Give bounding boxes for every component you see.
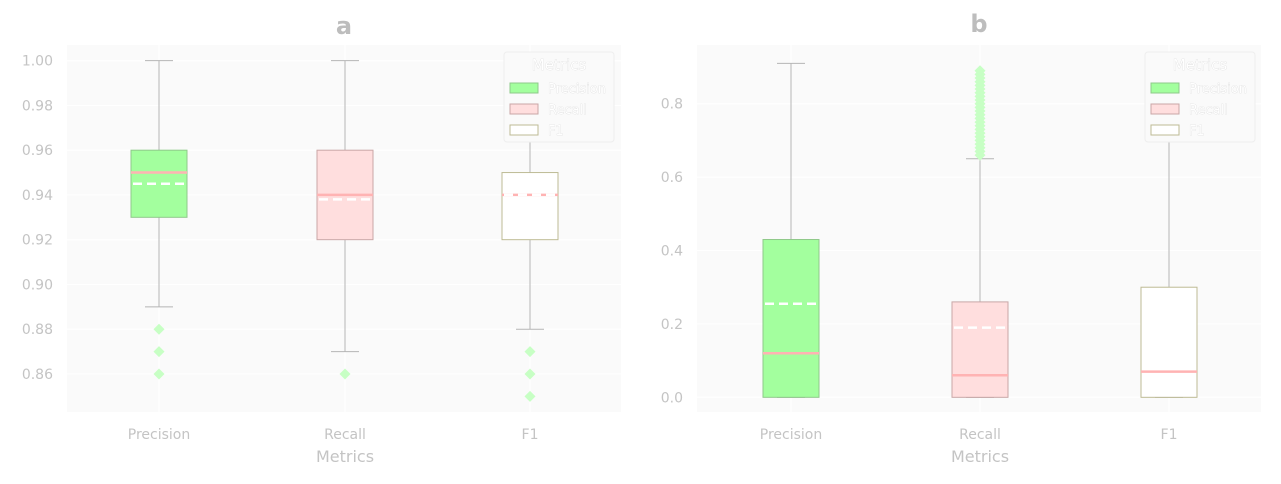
box-recall bbox=[951, 65, 1009, 398]
legend-frame bbox=[503, 51, 615, 143]
y-tick-label: 1.00 bbox=[22, 54, 53, 70]
box-body bbox=[1140, 286, 1198, 398]
legend-swatch-f1 bbox=[509, 124, 539, 136]
legend: Metrics Precision Recall F1 bbox=[503, 51, 615, 143]
y-tick-label: 0.4 bbox=[661, 244, 683, 260]
x-tick-label: Recall bbox=[324, 427, 366, 443]
y-tick-label: 0.6 bbox=[661, 170, 683, 186]
legend-frame bbox=[1144, 51, 1256, 143]
y-tick-label: 0.90 bbox=[22, 277, 53, 293]
y-tick-label: 0.8 bbox=[661, 97, 683, 113]
legend-label-recall: Recall bbox=[548, 103, 587, 118]
outlier-point bbox=[153, 368, 165, 380]
legend-label-precision: Precision bbox=[548, 82, 606, 97]
legend-title: Metrics bbox=[532, 56, 587, 74]
outlier-point bbox=[524, 368, 536, 380]
x-tick-label: F1 bbox=[1161, 427, 1178, 443]
y-tick-label: 0.88 bbox=[22, 322, 53, 338]
outlier-point bbox=[974, 65, 986, 77]
box-body bbox=[951, 301, 1009, 398]
box-recall bbox=[316, 60, 374, 380]
subplot-a: a 0.86 0.88 0.90 0.92 0.94 0.96 0.98 1.00 Precisi… bbox=[22, 12, 621, 466]
outlier-point bbox=[339, 368, 351, 380]
y-tick-label: 0.2 bbox=[661, 317, 683, 333]
outlier-point bbox=[524, 346, 536, 358]
legend-label-f1: F1 bbox=[548, 124, 564, 139]
box-f1 bbox=[1140, 136, 1198, 398]
legend: Metrics Precision Recall F1 bbox=[1144, 51, 1256, 143]
box-body bbox=[762, 239, 820, 398]
x-tick-label: Recall bbox=[959, 427, 1001, 443]
legend-title: Metrics bbox=[1173, 56, 1228, 74]
legend-swatch-recall bbox=[1150, 103, 1180, 115]
legend-swatch-precision bbox=[1150, 82, 1180, 94]
outlier-point bbox=[524, 390, 536, 402]
legend-label-f1: F1 bbox=[1189, 124, 1205, 139]
panel-title: a bbox=[336, 12, 352, 40]
legend-swatch-f1 bbox=[1150, 124, 1180, 136]
y-tick-label: 0.92 bbox=[22, 233, 53, 249]
x-axis-label: Metrics bbox=[951, 447, 1009, 466]
y-tick-label: 0.86 bbox=[22, 367, 53, 383]
y-tick-label: 0.98 bbox=[22, 98, 53, 114]
legend-label-recall: Recall bbox=[1189, 103, 1228, 118]
y-tick-label: 0.94 bbox=[22, 188, 53, 204]
legend-swatch-precision bbox=[509, 82, 539, 94]
box-precision bbox=[762, 62, 820, 398]
legend-swatch-recall bbox=[509, 103, 539, 115]
panel-title: b bbox=[970, 10, 987, 38]
y-tick-label: 0.0 bbox=[661, 390, 683, 406]
outlier-point bbox=[153, 346, 165, 358]
y-tick-label: 0.96 bbox=[22, 143, 53, 159]
box-f1 bbox=[501, 104, 559, 402]
outlier-point bbox=[153, 323, 165, 335]
box-precision bbox=[130, 60, 188, 380]
x-tick-label: F1 bbox=[522, 427, 539, 443]
x-tick-label: Precision bbox=[760, 427, 822, 443]
x-axis-label: Metrics bbox=[316, 447, 374, 466]
box-body bbox=[501, 172, 559, 241]
legend-label-precision: Precision bbox=[1189, 82, 1247, 97]
x-tick-label: Precision bbox=[128, 427, 190, 443]
